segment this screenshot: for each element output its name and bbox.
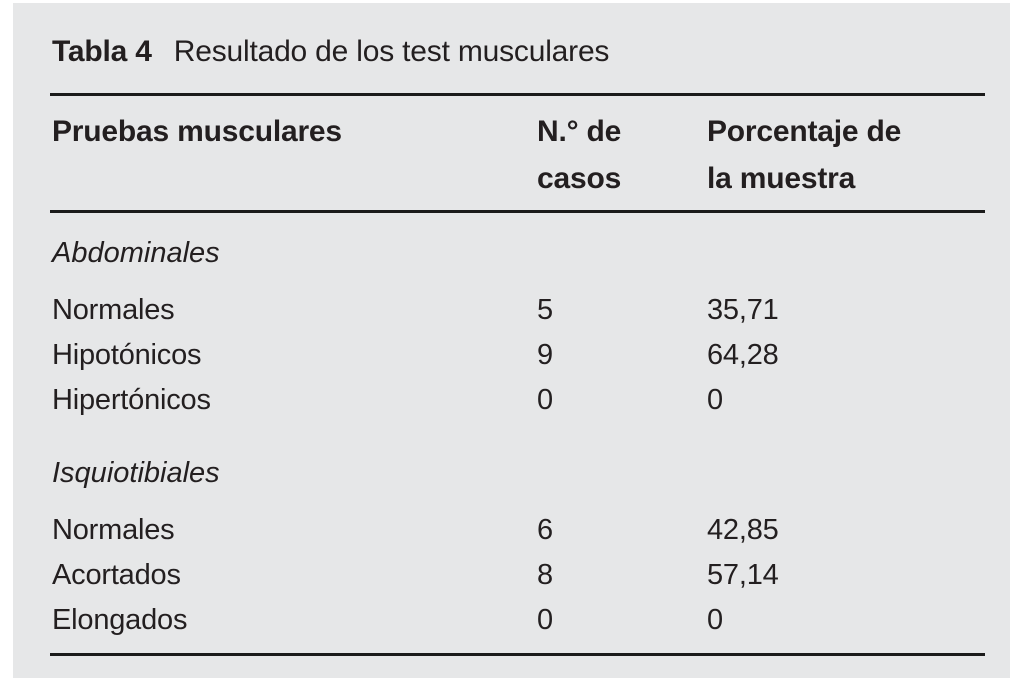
row-percent: 57,14 (707, 559, 779, 591)
table-row: Normales 6 42,85 (13, 508, 1010, 553)
column-header-line: casos (537, 162, 622, 195)
rule-bottom (50, 653, 985, 656)
column-header-line: N.° de (537, 115, 622, 148)
column-header-porcentaje: Porcentaje de la muestra (707, 108, 1007, 202)
row-label: Acortados (52, 559, 181, 591)
column-header-line: Pruebas musculares (52, 115, 342, 148)
table-row: Hipotónicos 9 64,28 (13, 333, 1010, 378)
table-row: Normales 5 35,71 (13, 288, 1010, 333)
row-percent: 0 (707, 384, 723, 416)
column-header-casos: N.° de casos (537, 108, 707, 202)
row-percent: 64,28 (707, 339, 779, 371)
row-label: Hipotónicos (52, 339, 202, 371)
row-label: Normales (52, 294, 175, 326)
column-header-line: Porcentaje de (707, 115, 902, 148)
row-cases: 5 (537, 294, 553, 326)
table-label: Tabla 4 (52, 35, 152, 68)
section-name: Isquiotibiales (52, 457, 220, 489)
row-label: Normales (52, 514, 175, 546)
row-cases: 8 (537, 559, 553, 591)
section-header-isquiotibiales: Isquiotibiales (13, 451, 1010, 496)
table-row: Hipertónicos 0 0 (13, 378, 1010, 423)
section-header-abdominales: Abdominales (13, 231, 1010, 276)
table-caption: Tabla 4 Resultado de los test musculares (52, 35, 1010, 69)
row-label: Elongados (52, 604, 188, 636)
table-row: Elongados 0 0 (13, 598, 1010, 643)
rule-top (50, 93, 985, 96)
table-header-row: Pruebas musculares N.° de casos Porcenta… (13, 108, 1010, 202)
row-cases: 0 (537, 384, 553, 416)
row-label: Hipertónicos (52, 384, 211, 416)
rule-below-header (50, 210, 985, 213)
column-header-pruebas: Pruebas musculares (52, 108, 537, 202)
table-card: Tabla 4 Resultado de los test musculares … (13, 3, 1010, 678)
row-cases: 6 (537, 514, 553, 546)
row-percent: 35,71 (707, 294, 779, 326)
table-row: Acortados 8 57,14 (13, 553, 1010, 598)
row-percent: 42,85 (707, 514, 779, 546)
column-header-line: la muestra (707, 162, 856, 195)
row-cases: 9 (537, 339, 553, 371)
row-cases: 0 (537, 604, 553, 636)
section-name: Abdominales (52, 237, 220, 269)
row-percent: 0 (707, 604, 723, 636)
table-title: Resultado de los test musculares (173, 35, 610, 68)
